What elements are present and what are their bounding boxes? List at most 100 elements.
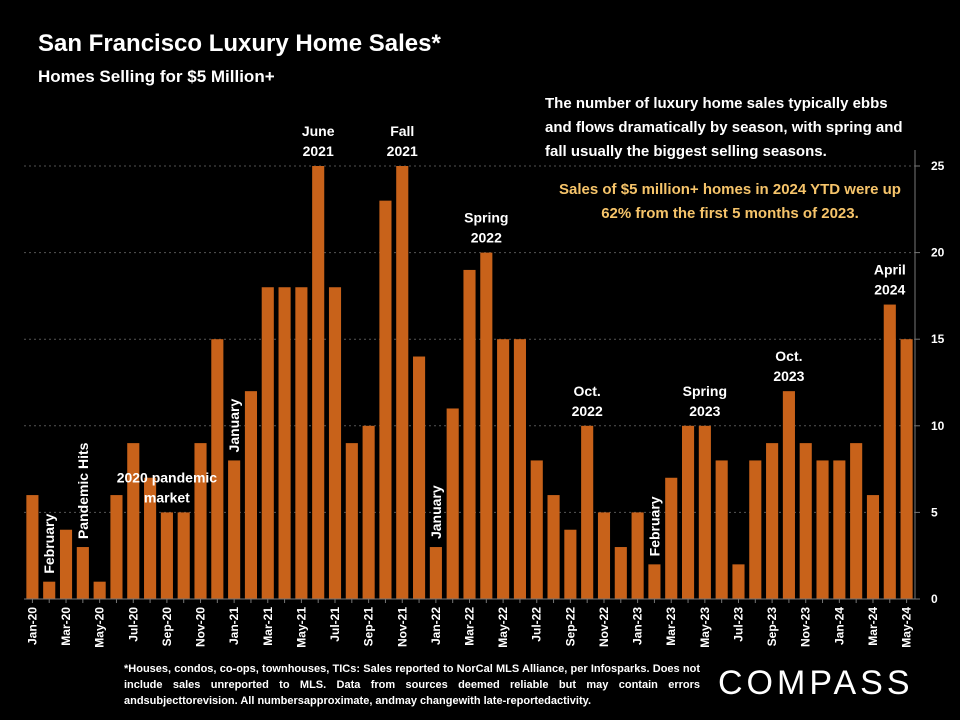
- bar-Mar-24: [866, 495, 880, 599]
- x-tick-label: Jan-22: [429, 607, 443, 645]
- x-tick-label: May-21: [294, 607, 308, 648]
- chart-title: San Francisco Luxury Home Sales*: [38, 30, 441, 57]
- x-tick-label: Sep-21: [362, 607, 376, 647]
- bar-Nov-23: [799, 443, 812, 599]
- bar-May-22: [497, 339, 510, 599]
- bar-Feb-23: [648, 564, 661, 599]
- bar-Jan-23: [631, 512, 644, 599]
- x-tick-label: Sep-23: [765, 607, 779, 647]
- bar-Jun-23: [715, 460, 728, 599]
- bar-Jan-24: [833, 460, 846, 599]
- x-tick-label: Jan-21: [227, 607, 241, 645]
- bar-Jan-20: [26, 495, 39, 599]
- bar-Mar-21: [261, 287, 274, 599]
- bar-Oct-21: [379, 200, 392, 599]
- bar-May-20: [93, 581, 106, 599]
- bar-Jun-22: [513, 339, 526, 599]
- annotation-label: February: [41, 514, 57, 574]
- x-tick-label: May-22: [496, 607, 510, 648]
- bar-Mar-23: [665, 477, 678, 599]
- annotation-label: April 2024: [874, 262, 906, 298]
- x-tick-label: Nov-23: [799, 607, 813, 647]
- annotation-label: February: [646, 496, 662, 556]
- bar-Sep-21: [362, 425, 375, 599]
- y-tick-label: 25: [931, 159, 945, 173]
- y-tick-label: 20: [931, 246, 945, 260]
- x-tick-label: Jan-24: [832, 607, 846, 645]
- bar-Dec-22: [614, 547, 627, 599]
- annotations: February Pandemic Hits 2020 pandemic market…: [41, 123, 906, 574]
- bar-Jan-21: [228, 460, 241, 599]
- annotation-label: June 2021: [302, 123, 335, 159]
- x-tick-label: Mar-24: [866, 607, 880, 646]
- bar-Apr-21: [278, 287, 291, 599]
- x-tick-label: Sep-20: [160, 607, 174, 647]
- y-tick-label: 10: [931, 419, 945, 433]
- bar-Oct-23: [782, 391, 795, 599]
- bar-Apr-23: [681, 425, 695, 599]
- bar-Dec-20: [211, 339, 224, 599]
- bar-Dec-23: [816, 460, 829, 599]
- annotation-label: Pandemic Hits: [75, 442, 91, 539]
- annotation-label: Fall 2021: [387, 123, 418, 159]
- bar-Mar-22: [463, 269, 476, 599]
- bars: [26, 166, 913, 599]
- bar-Jun-20: [110, 495, 123, 599]
- bar-Jun-21: [312, 166, 325, 599]
- x-tick-label: May-24: [900, 607, 914, 648]
- bar-Sep-22: [564, 529, 577, 599]
- x-tick-label: May-20: [93, 607, 107, 648]
- annotation-label: Oct. 2022: [572, 383, 603, 419]
- seasonality-note: The number of luxury home sales typicall…: [545, 95, 903, 160]
- chart-subtitle: Homes Selling for $5 Million+: [38, 67, 275, 86]
- bar-Aug-23: [749, 460, 762, 599]
- bar-Apr-20: [76, 547, 89, 599]
- x-tick-label: Nov-22: [597, 607, 611, 647]
- source-footnote: *Houses, condos, co-ops, townhouses, TIC…: [124, 663, 700, 707]
- y-tick-label: 5: [931, 505, 938, 519]
- bar-Nov-21: [396, 166, 409, 599]
- bar-Feb-24: [850, 443, 863, 599]
- x-tick-label: Mar-20: [59, 607, 73, 646]
- x-tick-label: Jul-23: [731, 607, 745, 642]
- annotation-label: Spring 2022: [464, 210, 508, 246]
- y-tick-label: 15: [931, 332, 945, 346]
- x-tick-label: May-23: [698, 607, 712, 648]
- bar-Nov-20: [194, 443, 207, 599]
- bar-May-23: [698, 425, 711, 599]
- x-tick-label: Jul-21: [328, 607, 342, 642]
- annotation-label: January: [428, 485, 444, 539]
- axes: 0 5 10 15 20 25 Jan-20 Mar-20 May-20 Jul-20 Sep-20…: [24, 150, 945, 648]
- bar-Dec-21: [413, 356, 426, 599]
- ytd-highlight-note: Sales of $5 million+ homes in 2024 YTD w…: [559, 181, 901, 222]
- bar-Feb-20: [43, 581, 56, 599]
- bar-Oct-20: [177, 512, 190, 599]
- bar-Mar-20: [59, 529, 73, 599]
- x-tick-label: Jan-23: [631, 607, 645, 645]
- bar-Sep-20: [160, 512, 173, 599]
- annotation-label: Oct. 2023: [773, 348, 804, 384]
- x-tick-label: Jul-22: [530, 607, 544, 642]
- x-tick-label: Mar-23: [664, 607, 678, 646]
- bar-Jul-22: [530, 460, 543, 599]
- annotation-label: Spring 2023: [683, 383, 727, 419]
- bar-May-24: [900, 339, 913, 599]
- bar-Jul-23: [732, 564, 745, 599]
- x-tick-label: Nov-21: [395, 607, 409, 647]
- x-tick-label: Nov-20: [194, 607, 208, 647]
- bar-Aug-20: [144, 477, 157, 599]
- bar-Feb-21: [244, 391, 258, 599]
- compass-logo: COMPASS: [718, 664, 914, 702]
- bar-Jul-20: [127, 443, 140, 599]
- x-tick-label: Sep-22: [563, 607, 577, 647]
- x-tick-label: Jul-20: [126, 607, 140, 642]
- x-tick-label: Jan-20: [25, 607, 39, 645]
- x-tick-label: Mar-22: [463, 607, 477, 646]
- x-tick-label: Mar-21: [261, 607, 275, 646]
- bar-Feb-22: [446, 408, 459, 599]
- bar-Jan-22: [429, 547, 442, 599]
- y-tick-label: 0: [931, 592, 938, 606]
- annotation-label: 2020 pandemic market: [117, 469, 218, 505]
- bar-Nov-22: [597, 512, 611, 599]
